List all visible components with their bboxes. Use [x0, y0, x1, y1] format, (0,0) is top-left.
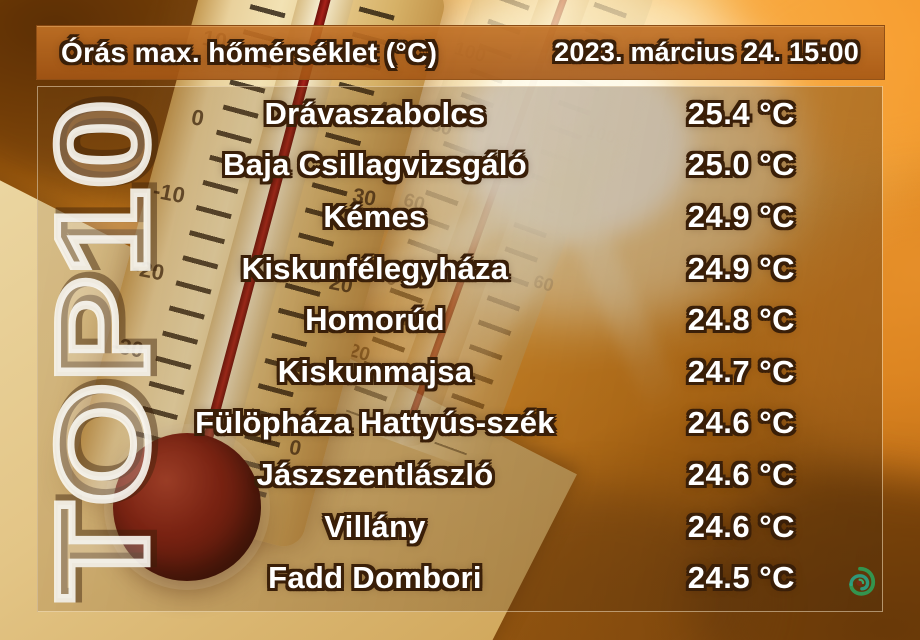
location-name: Kiskunmajsa [277, 353, 473, 389]
location-name: Drávaszabolcs [264, 95, 486, 131]
table-row: Villány 24.6 °C [150, 509, 862, 545]
top10-badge-shadow-text: TOP10 [42, 97, 162, 597]
location-name: Baja Csillagvizsgáló [222, 147, 528, 183]
page-title: Órás max. hőmérséklet (°C) [61, 36, 438, 68]
table-row: Homorúd 24.8 °C [150, 302, 862, 338]
location-name: Jászszentlászló [256, 456, 494, 492]
table-row: Fülöpháza Hattyús-szék 24.6 °C [150, 405, 862, 441]
temperature-value: 24.7 °C [687, 353, 795, 389]
table-row: Kémes 24.9 °C [150, 199, 862, 235]
datetime-label: 2023. március 24. 15:00 [554, 37, 859, 67]
table-row: Kiskunfélegyháza 24.9 °C [150, 251, 862, 287]
location-name: Villány [324, 508, 426, 544]
thermometer-bulb [113, 433, 261, 581]
location-name: Kiskunfélegyháza [241, 250, 509, 286]
spiral-logo-icon [849, 566, 876, 596]
temperature-value: 25.0 °C [687, 147, 795, 183]
top10-badge-text: TOP10 [42, 100, 162, 600]
temperature-value: 24.5 °C [687, 560, 795, 596]
table-row: Baja Csillagvizsgáló 25.0 °C [150, 147, 862, 183]
header-bar: Órás max. hőmérséklet (°C) 2023. március… [36, 25, 885, 80]
location-name: Fadd Dombori [268, 560, 482, 596]
temperature-value: 25.4 °C [687, 95, 795, 131]
table-row: Fadd Dombori 24.5 °C [150, 560, 862, 596]
content-panel [37, 86, 883, 612]
temperature-value: 24.6 °C [687, 508, 795, 544]
top10-list: Drávaszabolcs 25.4 °C Baja Csillagvizsgá… [150, 88, 862, 604]
table-row: Drávaszabolcs 25.4 °C [150, 96, 862, 132]
location-name: Fülöpháza Hattyús-szék [195, 405, 555, 441]
temperature-value: 24.9 °C [687, 198, 795, 234]
table-row: Jászszentlászló 24.6 °C [150, 457, 862, 493]
temperature-value: 24.8 °C [687, 302, 795, 338]
location-name: Homorúd [305, 302, 445, 338]
top10-badge: TOP10 TOP10 [42, 91, 162, 604]
location-name: Kémes [323, 198, 427, 234]
table-row: Kiskunmajsa 24.7 °C [150, 354, 862, 390]
temperature-value: 24.6 °C [687, 405, 795, 441]
temperature-value: 24.9 °C [687, 250, 795, 286]
temperature-value: 24.6 °C [687, 456, 795, 492]
